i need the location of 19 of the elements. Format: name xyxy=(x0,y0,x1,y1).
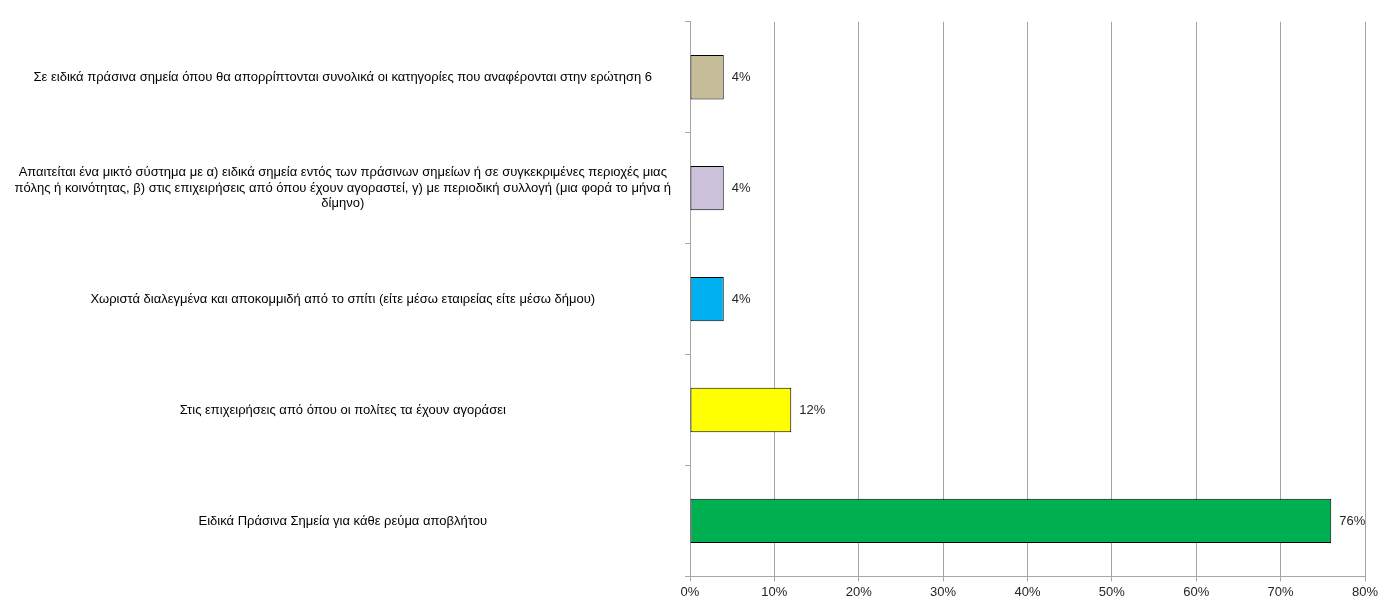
y-tick-label: Στις επιχειρήσεις από όπου οι πολίτες τα έχουν αγοράσει xyxy=(179,401,506,417)
y-tick-label: Σε ειδικά πράσινα σημεία όπου θα απορρίπτονται συνολικά οι κατηγορίες που αναφέρονται στην ερώτηση 6 xyxy=(33,68,653,84)
x-tick-label: 80% xyxy=(1351,583,1379,599)
y-tick-label: Απαιτείται ένα μικτό σύστημα με α) ειδικά σημεία εντός των πράσινων σημείων ή σε συγκεκριμένες περιοχές μιας πόλης ή κοινότητας, β) στις επιχειρήσεις από όπου έχουν αγοραστεί, γ) με περιοδική συλλογή (μια φορά το μήνα ή δίμηνο) xyxy=(14,164,671,211)
x-tick-label: 0% xyxy=(680,583,700,599)
x-tick-label: 70% xyxy=(1267,583,1295,599)
data-label: 4% xyxy=(731,179,751,195)
x-tick-label: 60% xyxy=(1183,583,1210,599)
data-label: 76% xyxy=(1339,512,1366,528)
x-tick-label: 40% xyxy=(1014,583,1041,599)
x-tick-label: 20% xyxy=(845,583,873,599)
x-tick-label: 10% xyxy=(761,583,788,599)
y-tick-label: Χωριστά διαλεγμένα και αποκομμιδή από το σπίτι (είτε μέσω εταιρείας είτε μέσω δήμου) xyxy=(90,290,596,306)
data-label: 12% xyxy=(799,401,826,417)
data-label: 4% xyxy=(731,68,751,84)
y-tick-label: Ειδικά Πράσινα Σημεία για κάθε ρεύμα αποβλήτου xyxy=(198,512,488,528)
x-tick-label: 50% xyxy=(1098,583,1126,599)
x-tick-label: 30% xyxy=(930,583,957,599)
data-label: 4% xyxy=(731,290,751,306)
